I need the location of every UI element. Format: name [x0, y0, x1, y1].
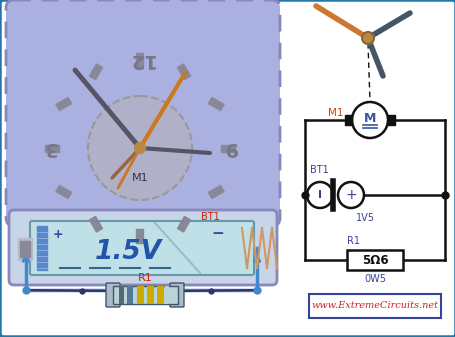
Text: www.ExtremeCircuits.net: www.ExtremeCircuits.net — [311, 302, 438, 310]
Text: +: + — [344, 188, 356, 202]
Text: 1.5V: 1.5V — [94, 239, 161, 265]
Circle shape — [88, 96, 192, 200]
Text: BT1: BT1 — [309, 165, 328, 175]
Bar — [18, 238, 32, 260]
Bar — [165, 286, 169, 304]
Circle shape — [134, 143, 145, 153]
Bar — [20, 241, 30, 257]
Text: R1: R1 — [137, 273, 152, 283]
FancyBboxPatch shape — [30, 221, 253, 275]
Bar — [56, 185, 71, 198]
Bar — [136, 53, 143, 67]
Bar — [56, 97, 71, 111]
Text: +: + — [53, 227, 63, 241]
Bar — [177, 216, 190, 232]
FancyBboxPatch shape — [6, 0, 279, 226]
Bar — [127, 286, 133, 304]
Bar — [208, 185, 223, 198]
Bar — [113, 286, 177, 304]
Text: M1: M1 — [131, 173, 148, 183]
Text: 9: 9 — [223, 139, 236, 157]
Text: −: − — [211, 226, 224, 242]
Text: 5Ω6: 5Ω6 — [361, 253, 388, 267]
Text: 0W5: 0W5 — [363, 274, 385, 284]
Bar — [89, 64, 102, 80]
Bar — [119, 286, 124, 304]
Circle shape — [361, 32, 373, 44]
Text: 1V5: 1V5 — [355, 213, 374, 223]
Text: 3: 3 — [43, 139, 56, 157]
Bar — [89, 216, 102, 232]
Bar — [157, 286, 164, 304]
Circle shape — [337, 182, 363, 208]
Circle shape — [306, 182, 332, 208]
FancyBboxPatch shape — [9, 210, 276, 285]
Bar — [37, 226, 47, 270]
Text: I: I — [317, 190, 321, 200]
Text: M: M — [363, 112, 375, 124]
Bar — [136, 286, 144, 304]
Bar — [387, 115, 394, 125]
FancyBboxPatch shape — [170, 283, 184, 307]
FancyBboxPatch shape — [106, 283, 120, 307]
Bar — [147, 286, 154, 304]
Bar — [208, 97, 223, 111]
Bar — [344, 115, 351, 125]
Bar — [45, 145, 59, 152]
Circle shape — [351, 102, 387, 138]
FancyBboxPatch shape — [308, 294, 440, 318]
FancyBboxPatch shape — [346, 250, 402, 270]
Bar — [177, 64, 190, 80]
Text: BT1: BT1 — [200, 212, 219, 222]
Bar — [221, 145, 234, 152]
Bar — [136, 229, 143, 243]
Text: R1: R1 — [346, 236, 359, 246]
Text: 12: 12 — [126, 51, 153, 69]
Text: M1: M1 — [328, 108, 343, 118]
